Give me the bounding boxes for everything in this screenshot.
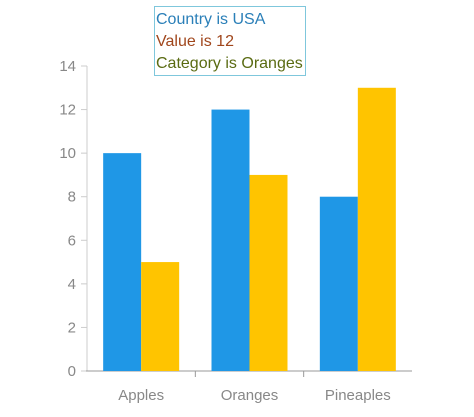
bar-apples-series-1[interactable] [103,153,142,371]
chart-tooltip: Country is USA Value is 12 Category is O… [154,6,306,76]
bar-oranges-series-1[interactable] [211,109,250,372]
tooltip-value: Value is 12 [156,33,234,50]
y-tick-label: 14 [59,58,76,75]
tooltip-category: Category is Oranges [156,55,303,72]
bar-pineaples-series-1[interactable] [319,196,358,371]
y-tick-label: 10 [59,145,76,162]
bar-pineaples-series-2[interactable] [357,87,396,372]
bars [103,87,396,372]
x-axis: Apples Oranges Pineaples [86,370,412,404]
bar-apples-series-2[interactable] [141,262,180,371]
y-tick-label: 8 [68,189,76,206]
y-axis: 0 2 4 6 8 10 12 14 [59,58,88,380]
bar-oranges-series-2[interactable] [249,174,288,371]
x-tick-label-apples: Apples [118,387,164,404]
tooltip-country: Country is USA [156,11,266,28]
y-tick-label: 6 [68,232,76,249]
y-tick-label: 0 [68,363,76,380]
y-tick-label: 2 [68,319,76,336]
x-tick-label-pineaples: Pineaples [325,387,391,404]
y-tick-label: 4 [68,276,76,293]
x-tick-label-oranges: Oranges [221,387,279,404]
y-tick-label: 12 [59,102,76,119]
